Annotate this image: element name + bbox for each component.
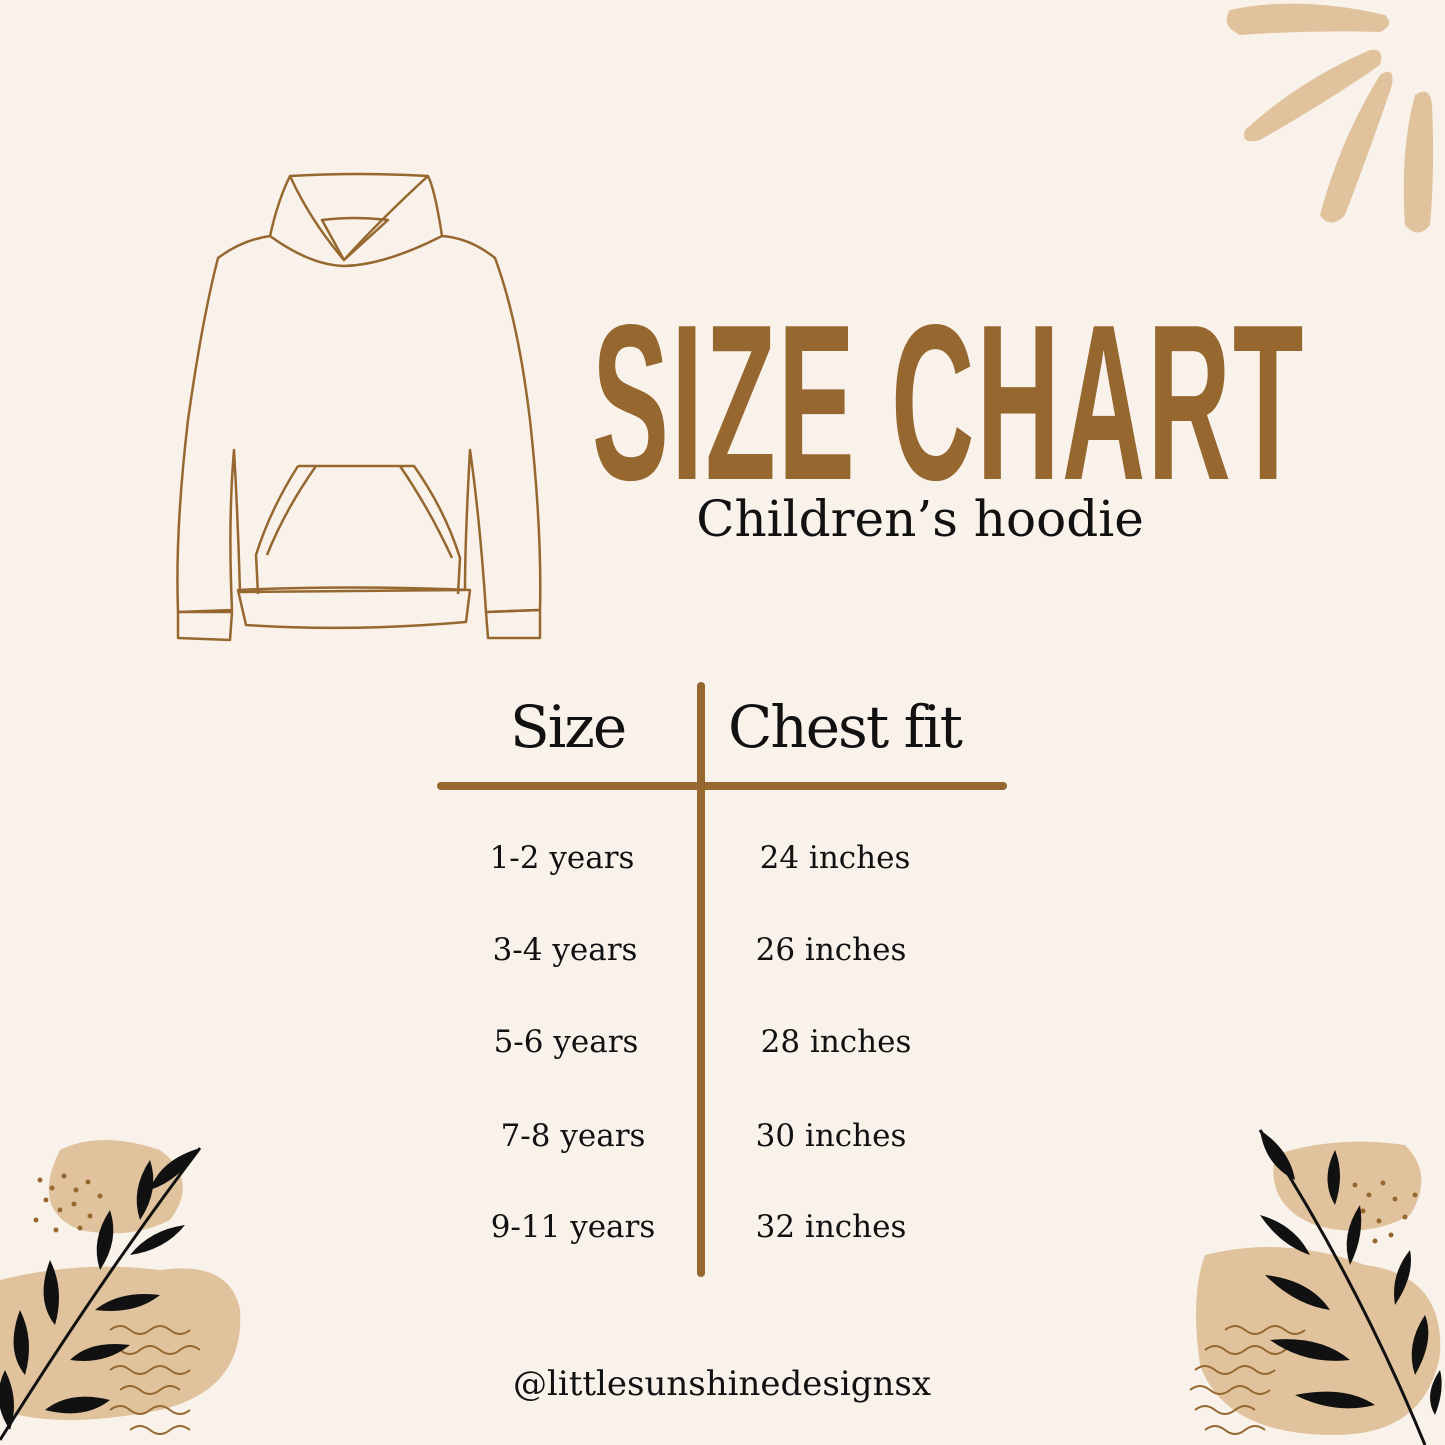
- sun-rays-decoration: [1226, 3, 1434, 233]
- header-size: Size: [510, 693, 627, 761]
- chest-cell: 30 inches: [755, 1118, 907, 1154]
- size-cell: 5-6 years: [493, 1024, 639, 1060]
- chest-cell: 32 inches: [755, 1209, 907, 1245]
- hoodie-illustration: [176, 172, 542, 642]
- leaf-decoration-left: [0, 1140, 241, 1441]
- chest-cell: 26 inches: [755, 932, 907, 968]
- size-cell: 9-11 years: [490, 1209, 656, 1245]
- table-horizontal-divider: [437, 782, 1007, 790]
- page-title: SIZE CHART: [592, 279, 1306, 527]
- chest-cell: 28 inches: [760, 1024, 912, 1060]
- social-handle: @littlesunshinedesignsx: [512, 1364, 932, 1404]
- size-cell: 1-2 years: [489, 840, 635, 876]
- table-vertical-divider: [697, 682, 705, 1277]
- size-cell: 3-4 years: [492, 932, 638, 968]
- header-chest-fit: Chest fit: [728, 693, 963, 761]
- leaf-decoration-right: [1189, 1129, 1442, 1445]
- chest-cell: 24 inches: [759, 840, 911, 876]
- page-subtitle: Children’s hoodie: [696, 490, 1144, 548]
- size-cell: 7-8 years: [500, 1118, 646, 1154]
